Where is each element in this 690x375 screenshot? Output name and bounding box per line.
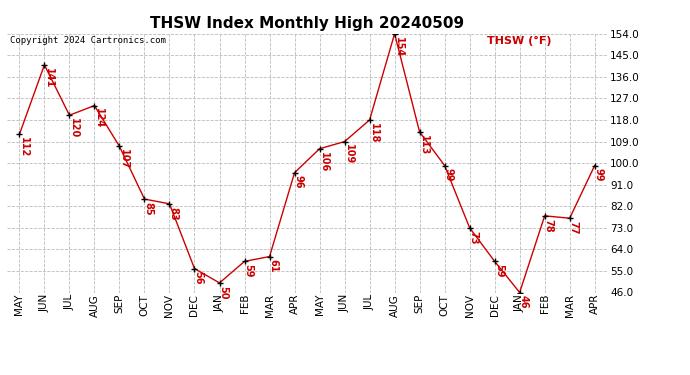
Text: 83: 83 <box>168 207 179 220</box>
Text: 50: 50 <box>219 286 228 299</box>
Text: 61: 61 <box>268 260 279 273</box>
Text: 106: 106 <box>319 152 328 172</box>
Text: 78: 78 <box>544 219 554 232</box>
Text: 99: 99 <box>444 168 454 182</box>
Text: 113: 113 <box>419 135 428 155</box>
Text: 59: 59 <box>244 264 254 278</box>
Text: 73: 73 <box>469 231 479 244</box>
Title: THSW Index Monthly High 20240509: THSW Index Monthly High 20240509 <box>150 16 464 31</box>
Text: 56: 56 <box>194 272 204 285</box>
Text: 109: 109 <box>344 144 354 165</box>
Text: Copyright 2024 Cartronics.com: Copyright 2024 Cartronics.com <box>10 36 166 45</box>
Text: 154: 154 <box>394 36 404 57</box>
Text: 118: 118 <box>368 123 379 143</box>
Text: 107: 107 <box>119 149 128 170</box>
Text: 141: 141 <box>43 68 54 88</box>
Text: 124: 124 <box>94 108 104 129</box>
Text: 85: 85 <box>144 202 154 216</box>
Text: 112: 112 <box>19 137 28 158</box>
Text: 77: 77 <box>569 221 579 234</box>
Text: 46: 46 <box>519 295 529 309</box>
Text: 99: 99 <box>594 168 604 182</box>
Text: THSW (°F): THSW (°F) <box>487 36 551 46</box>
Text: 120: 120 <box>68 118 79 138</box>
Text: 59: 59 <box>494 264 504 278</box>
Text: 96: 96 <box>294 176 304 189</box>
